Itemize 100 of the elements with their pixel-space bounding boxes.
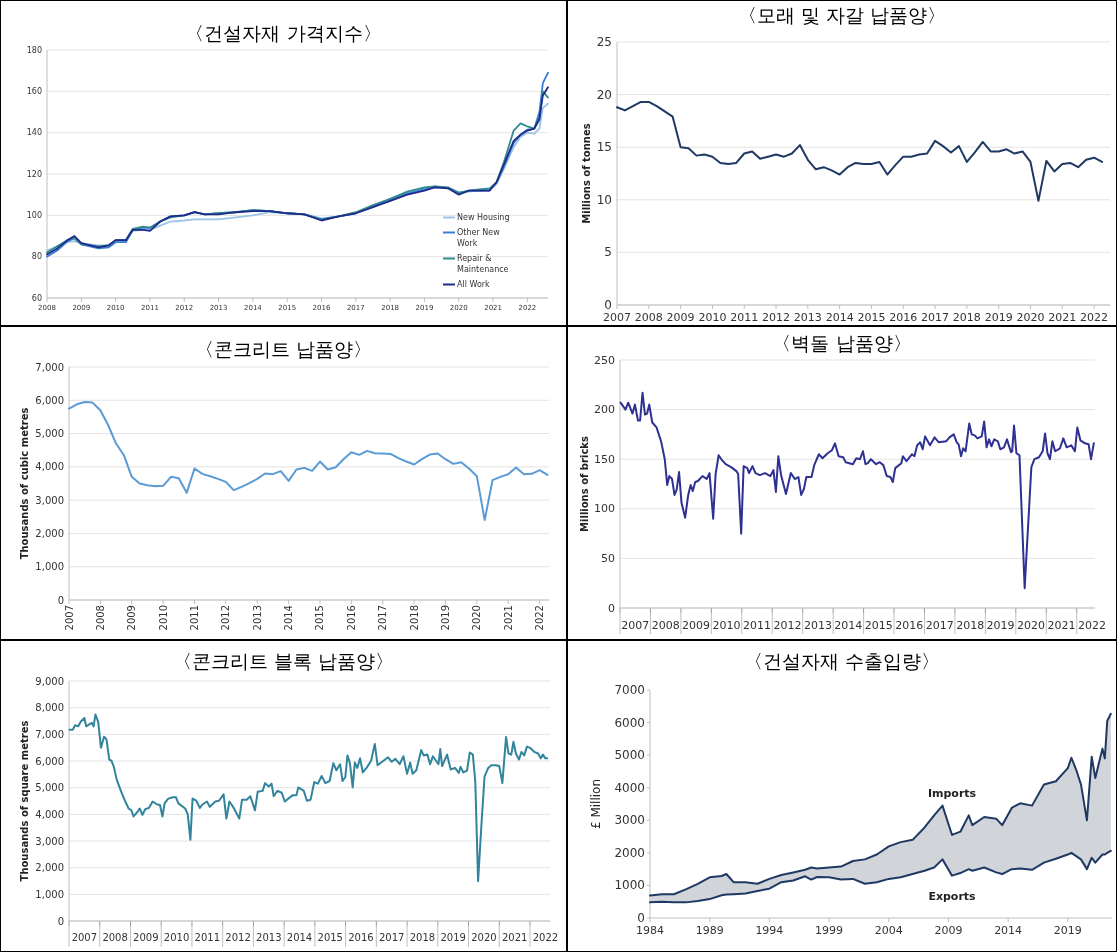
x-tick-label: 2013 — [256, 932, 282, 943]
y-tick-label: 1,000 — [35, 888, 64, 900]
x-tick-label: 2012 — [225, 932, 251, 943]
x-tick-label: 2008 — [634, 311, 663, 324]
x-tick-label: 2007 — [63, 605, 75, 631]
x-tick-label: 2013 — [251, 605, 263, 631]
x-tick-label: 2009 — [133, 932, 159, 943]
x-tick-label: 2010 — [157, 605, 169, 631]
y-tick-label: 5000 — [614, 748, 645, 763]
chart-title: 〈건설자재 가격지수〉 — [185, 22, 382, 44]
x-tick-label: 2022 — [1077, 619, 1106, 632]
x-tick-label: 2008 — [651, 619, 680, 632]
y-axis-title: Thousands of cubic metres — [19, 407, 30, 560]
series-label: Imports — [927, 786, 977, 800]
x-tick-label: 2017 — [377, 605, 389, 631]
x-tick-label: 2009 — [934, 924, 963, 937]
x-tick-label: 2018 — [409, 932, 436, 943]
y-tick-label: 7000 — [614, 683, 645, 697]
y-axis-title: Millions of tonnes — [581, 123, 592, 224]
x-tick-label: 2012 — [773, 619, 802, 632]
x-tick-label: 2009 — [682, 619, 711, 632]
y-tick-label: 2,000 — [35, 862, 64, 874]
y-tick-label: 5,000 — [35, 428, 64, 440]
x-tick-label: 2019 — [986, 619, 1015, 632]
x-tick-label: 2017 — [921, 311, 950, 324]
y-tick-label: 7,000 — [35, 728, 64, 740]
y-tick-label: 250 — [594, 353, 615, 367]
y-tick-label: 2,000 — [35, 527, 64, 539]
y-tick-label: 4,000 — [35, 808, 64, 820]
chart-title: 〈벽돌 납품양〉 — [772, 332, 912, 354]
x-tick-label: 2022 — [1080, 311, 1109, 324]
x-tick-label: 2021 — [1048, 311, 1077, 324]
x-tick-label: 2016 — [345, 605, 357, 631]
y-tick-label: 1,000 — [35, 561, 64, 573]
x-tick-label: 2004 — [874, 924, 903, 937]
y-tick-label: 0 — [604, 298, 612, 312]
x-tick-label: 1994 — [755, 924, 784, 937]
y-tick-label: 100 — [594, 502, 615, 516]
x-tick-label: 1999 — [815, 924, 844, 937]
x-tick-label: 2014 — [286, 932, 313, 943]
x-tick-label: 2014 — [825, 311, 854, 324]
x-tick-label: 2022 — [532, 932, 559, 943]
x-tick-label: 2021 — [502, 605, 514, 631]
x-tick-label: 2019 — [440, 932, 466, 943]
y-tick-label: 3,000 — [35, 835, 64, 847]
y-tick-label: 180 — [26, 45, 42, 55]
x-tick-label: 2018 — [956, 619, 985, 632]
chart-title: 〈콘크리트 납품양〉 — [194, 338, 373, 360]
x-tick-label: 2018 — [952, 311, 981, 324]
x-tick-label: 1984 — [636, 924, 664, 937]
x-tick-label: 2015 — [314, 605, 326, 631]
legend-label: Repair & Maintenance — [457, 254, 509, 275]
x-tick-label: 2008 — [94, 605, 106, 631]
y-tick-label: 120 — [26, 169, 42, 179]
y-axis-title: £ Million — [589, 778, 603, 830]
x-tick-label: 2016 — [889, 311, 918, 324]
y-tick-label: 60 — [31, 293, 42, 303]
y-tick-label: 0 — [57, 915, 64, 927]
x-tick-label: 2014 — [994, 924, 1023, 937]
chart-title: 〈콘크리트 블록 납품양〉 — [172, 650, 395, 672]
x-tick-label: 2007 — [603, 311, 631, 324]
x-tick-label: 2021 — [1047, 619, 1076, 632]
y-tick-label: 200 — [594, 403, 615, 417]
y-tick-label: 0 — [57, 594, 64, 606]
x-tick-label: 1989 — [695, 924, 724, 937]
y-tick-label: 0 — [608, 601, 615, 615]
x-tick-label: 2009 — [126, 605, 138, 631]
y-tick-label: 80 — [31, 252, 42, 262]
y-tick-label: 4,000 — [35, 461, 64, 473]
y-tick-label: 20 — [596, 87, 612, 102]
x-tick-label: 2015 — [864, 619, 893, 632]
y-tick-label: 2000 — [614, 845, 645, 860]
y-tick-label: 6,000 — [35, 394, 64, 406]
x-tick-label: 2019 — [439, 605, 451, 631]
x-tick-label: 2014 — [283, 605, 295, 631]
x-tick-label: 2015 — [317, 932, 343, 943]
x-tick-label: 2013 — [793, 311, 822, 324]
y-tick-label: 1000 — [614, 878, 645, 893]
chart-title: 〈건설자재 수출입량〉 — [743, 650, 941, 672]
y-tick-label: 6000 — [614, 715, 645, 730]
y-tick-label: 25 — [596, 35, 612, 49]
y-tick-label: 4000 — [614, 780, 645, 795]
x-tick-label: 2011 — [743, 619, 772, 632]
x-tick-label: 2010 — [698, 311, 727, 324]
x-tick-label: 2015 — [857, 311, 886, 324]
x-tick-label: 2009 — [666, 311, 695, 324]
x-tick-label: 2011 — [188, 605, 200, 631]
x-tick-label: 2022 — [534, 605, 546, 631]
x-tick-label: 2014 — [834, 619, 863, 632]
y-tick-label: 3000 — [614, 813, 645, 828]
y-tick-label: 3,000 — [35, 494, 64, 506]
x-tick-label: 2010 — [163, 932, 190, 943]
x-tick-label: 2020 — [1017, 619, 1046, 632]
y-tick-label: 5 — [604, 245, 612, 260]
y-tick-label: 10 — [596, 192, 612, 207]
x-tick-label: 2007 — [621, 619, 650, 632]
x-tick-label: 2019 — [1053, 924, 1082, 937]
legend-label: All Work — [457, 280, 491, 290]
x-tick-label: 2017 — [378, 932, 405, 943]
x-tick-label: 2012 — [762, 311, 791, 324]
